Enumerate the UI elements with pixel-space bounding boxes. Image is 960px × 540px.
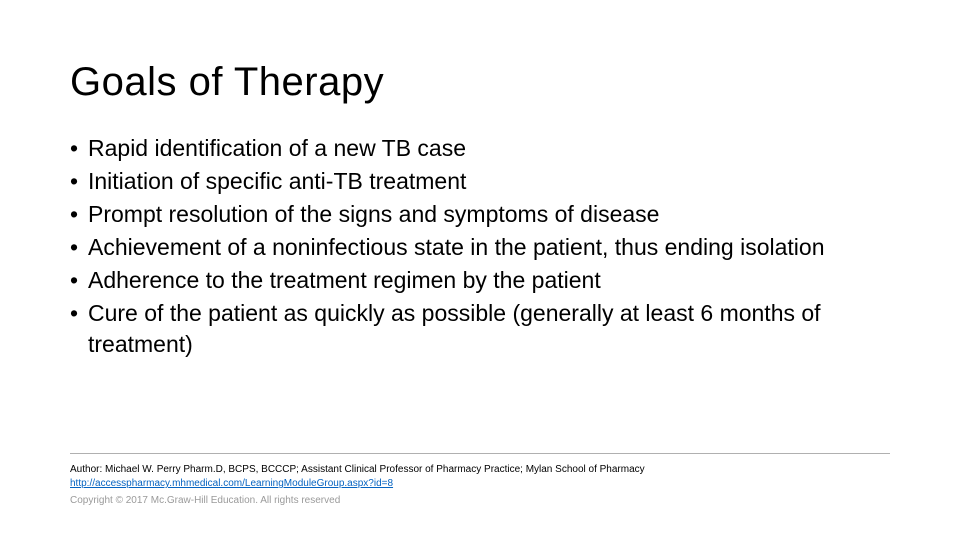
list-item: • Rapid identification of a new TB case	[70, 133, 890, 164]
footer-link-line: http://accesspharmacy.mhmedical.com/Lear…	[70, 478, 890, 489]
bullet-text: Adherence to the treatment regimen by th…	[88, 265, 890, 296]
bullet-marker: •	[70, 298, 88, 360]
slide-title: Goals of Therapy	[70, 60, 890, 105]
bullet-text: Rapid identification of a new TB case	[88, 133, 890, 164]
list-item: • Cure of the patient as quickly as poss…	[70, 298, 890, 360]
list-item: • Initiation of specific anti-TB treatme…	[70, 166, 890, 197]
bullet-text: Prompt resolution of the signs and sympt…	[88, 199, 890, 230]
list-item: • Adherence to the treatment regimen by …	[70, 265, 890, 296]
copyright-line: Copyright © 2017 Mc.Graw-Hill Education.…	[70, 495, 890, 506]
slide-footer: Author: Michael W. Perry Pharm.D, BCPS, …	[70, 453, 890, 506]
author-line: Author: Michael W. Perry Pharm.D, BCPS, …	[70, 464, 890, 475]
list-item: • Prompt resolution of the signs and sym…	[70, 199, 890, 230]
source-link[interactable]: http://accesspharmacy.mhmedical.com/Lear…	[70, 478, 393, 489]
bullet-marker: •	[70, 199, 88, 230]
footer-divider	[70, 453, 890, 454]
slide: Goals of Therapy • Rapid identification …	[0, 0, 960, 540]
bullet-text: Achievement of a noninfectious state in …	[88, 232, 890, 263]
bullet-text: Cure of the patient as quickly as possib…	[88, 298, 890, 360]
bullet-list: • Rapid identification of a new TB case …	[70, 133, 890, 360]
list-item: • Achievement of a noninfectious state i…	[70, 232, 890, 263]
bullet-text: Initiation of specific anti-TB treatment	[88, 166, 890, 197]
bullet-marker: •	[70, 232, 88, 263]
bullet-marker: •	[70, 133, 88, 164]
bullet-marker: •	[70, 166, 88, 197]
bullet-marker: •	[70, 265, 88, 296]
